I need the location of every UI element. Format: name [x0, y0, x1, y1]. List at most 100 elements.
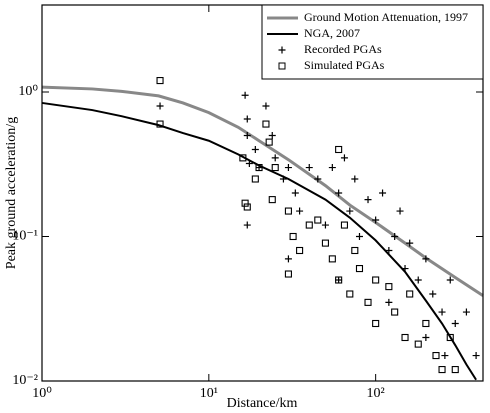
- simulated-point: [355, 265, 364, 273]
- simulated-point: [385, 283, 393, 291]
- recorded-point: [245, 160, 253, 168]
- recorded-point: [355, 232, 363, 240]
- simulated-point: [314, 216, 322, 224]
- simulated-point: [432, 352, 440, 360]
- legend-label: NGA, 2007: [304, 26, 360, 40]
- recorded-point: [255, 164, 263, 172]
- recorded-point: [241, 91, 249, 99]
- simulated-point: [321, 239, 329, 247]
- recorded-point: [422, 334, 430, 342]
- legend-label: Simulated PGAs: [304, 58, 385, 72]
- recorded-point: [385, 298, 393, 306]
- legend-label: Recorded PGAs: [304, 42, 382, 56]
- recorded-point: [372, 216, 380, 224]
- recorded-point: [335, 276, 343, 284]
- simulated-point: [414, 340, 422, 348]
- simulated-point: [156, 120, 164, 128]
- recorded-point: [438, 308, 446, 316]
- recorded-point: [284, 255, 292, 263]
- legend-box: [261, 4, 484, 80]
- recorded-point: [156, 102, 164, 110]
- recorded-point: [429, 290, 437, 298]
- simulated-point: [438, 366, 446, 374]
- simulated-point: [243, 203, 251, 211]
- simulated-point: [406, 290, 414, 298]
- recorded-point: [268, 131, 276, 139]
- simulated-point: [328, 255, 336, 263]
- recorded-point: [451, 319, 459, 327]
- simulated-point: [372, 319, 380, 328]
- simulated-point: [268, 196, 276, 204]
- recorded-point: [243, 131, 251, 139]
- recorded-point: [462, 308, 470, 316]
- simulated-point: [255, 164, 263, 172]
- simulated-point: [262, 120, 270, 128]
- recorded-point: [335, 189, 343, 197]
- recorded-point: [291, 189, 299, 197]
- recorded-point: [396, 207, 404, 215]
- recorded-point: [243, 221, 251, 229]
- recorded-point: [441, 352, 449, 360]
- simulated-point: [284, 207, 292, 215]
- simulated-point: [265, 138, 273, 146]
- recorded-point: [340, 154, 348, 162]
- recorded-point: [446, 276, 454, 284]
- recorded-point: [251, 146, 259, 154]
- simulated-point: [364, 298, 372, 306]
- recorded-point: [379, 189, 387, 197]
- recorded-point: [346, 207, 354, 215]
- x-tick-label: 10²: [367, 386, 385, 401]
- simulated-point: [289, 232, 297, 241]
- recorded-point: [321, 221, 329, 229]
- simulated-point: [335, 276, 343, 284]
- y-tick-label: 10⁰: [18, 84, 38, 99]
- x-tick-label: 10⁰: [32, 386, 52, 401]
- simulated-point: [305, 221, 313, 229]
- curve: [41, 101, 477, 381]
- recorded-point: [284, 164, 292, 172]
- recorded-point: [401, 265, 409, 273]
- simulated-point: [241, 199, 249, 207]
- simulated-point: [239, 154, 247, 162]
- legend-label: Ground Motion Attenuation, 1997: [304, 10, 468, 24]
- simulated-point: [401, 333, 409, 342]
- recorded-point: [262, 102, 270, 110]
- recorded-point: [243, 115, 251, 123]
- legend-swatch: [278, 62, 286, 70]
- simulated-point: [296, 246, 304, 255]
- legend: Ground Motion Attenuation, 1997 NGA, 2007…: [261, 4, 484, 80]
- x-axis-label: Distance/km: [227, 396, 298, 411]
- recorded-point: [305, 164, 313, 172]
- recorded-point: [422, 255, 430, 263]
- recorded-point: [328, 164, 336, 172]
- recorded-point: [296, 207, 304, 215]
- recorded-point: [271, 154, 279, 162]
- simulated-point: [335, 145, 343, 154]
- recorded-point: [406, 239, 414, 247]
- recorded-point: [364, 196, 372, 204]
- recorded-point: [314, 175, 322, 183]
- curve: [41, 85, 484, 297]
- simulated-point: [271, 164, 279, 172]
- simulated-point: [451, 366, 459, 374]
- simulated-point: [251, 175, 259, 183]
- simulated-point: [346, 290, 354, 298]
- simulated-point: [351, 246, 359, 255]
- legend-swatch: [278, 46, 286, 54]
- recorded-point: [472, 352, 480, 360]
- simulated-point: [156, 77, 164, 85]
- simulated-point: [372, 276, 380, 284]
- recorded-point: [391, 232, 399, 240]
- y-axis-label: Peak ground acceleration/g: [4, 117, 19, 269]
- recorded-point: [385, 247, 393, 255]
- simulated-point: [340, 221, 348, 229]
- x-tick-label: 10¹: [200, 386, 218, 401]
- recorded-point: [351, 175, 359, 183]
- simulated-point: [422, 319, 430, 328]
- recorded-point: [414, 276, 422, 284]
- recorded-point: [279, 175, 287, 183]
- simulated-point: [391, 308, 399, 316]
- y-tick-label: 10⁻²: [12, 373, 38, 388]
